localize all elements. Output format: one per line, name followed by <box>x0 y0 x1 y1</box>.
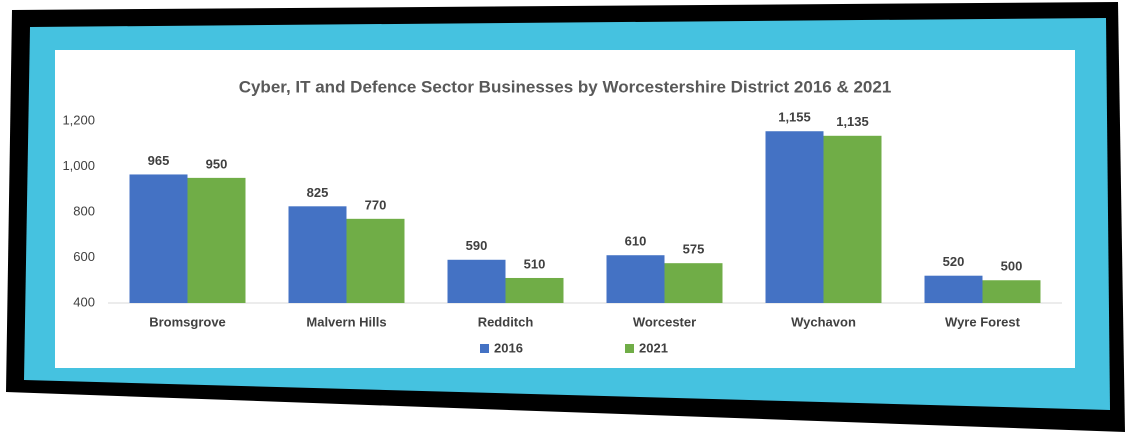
bar <box>129 174 188 303</box>
bar <box>823 135 882 303</box>
y-tick-label: 1,000 <box>62 158 95 173</box>
chart-title: Cyber, IT and Defence Sector Businesses … <box>239 77 892 96</box>
bar <box>447 259 506 303</box>
data-label: 1,155 <box>778 110 811 125</box>
data-label: 950 <box>206 156 228 171</box>
data-label: 770 <box>365 197 387 212</box>
legend-swatch <box>625 344 634 353</box>
data-label: 1,135 <box>836 114 869 129</box>
bar <box>982 280 1041 303</box>
bar <box>346 218 405 303</box>
data-label: 500 <box>1001 259 1023 274</box>
data-label: 575 <box>683 242 705 257</box>
x-tick-label: Malvern Hills <box>306 314 386 329</box>
x-tick-label: Wyre Forest <box>945 314 1021 329</box>
legend-swatch <box>480 344 489 353</box>
x-tick-label: Worcester <box>633 314 696 329</box>
y-tick-label: 600 <box>73 249 95 264</box>
x-tick-label: Redditch <box>478 314 534 329</box>
bar <box>505 277 564 303</box>
y-tick-label: 800 <box>73 203 95 218</box>
data-label: 510 <box>524 256 546 271</box>
bar <box>187 177 246 303</box>
data-label: 520 <box>943 254 965 269</box>
y-tick-label: 400 <box>73 294 95 309</box>
legend-label: 2021 <box>639 340 668 355</box>
x-tick-label: Bromsgrove <box>149 314 226 329</box>
legend-label: 2016 <box>494 340 523 355</box>
data-label: 965 <box>148 153 170 168</box>
x-tick-label: Wychavon <box>791 314 856 329</box>
bar <box>924 275 983 303</box>
bar <box>664 263 723 303</box>
bar <box>606 255 665 303</box>
data-label: 825 <box>307 185 329 200</box>
data-label: 610 <box>625 234 647 249</box>
bar <box>765 131 824 303</box>
y-tick-label: 1,200 <box>62 112 95 127</box>
data-label: 590 <box>466 238 488 253</box>
bar <box>288 206 347 303</box>
